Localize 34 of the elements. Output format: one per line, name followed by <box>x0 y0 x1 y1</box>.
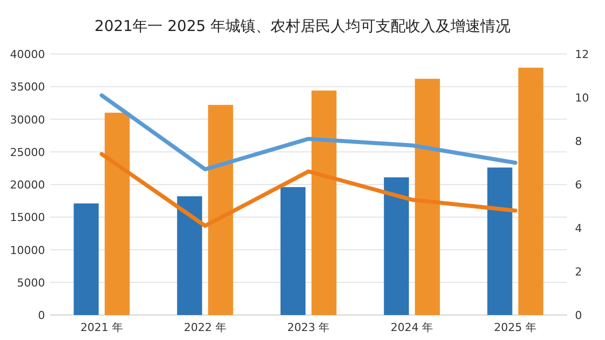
y-tick-label: 20000 <box>10 178 45 192</box>
y2-tick-label: 0 <box>575 309 582 322</box>
y2-tick-label: 8 <box>575 135 582 148</box>
y-tick-label: 25000 <box>10 146 45 159</box>
chart-title: 2021年一 2025 年城镇、农村居民人均可支配收入及增速情况 <box>94 17 510 35</box>
y2-tick-label: 10 <box>575 92 589 104</box>
bar <box>312 90 336 315</box>
y2-tick-label: 6 <box>575 178 582 192</box>
y-tick-label: 35000 <box>10 80 45 94</box>
x-tick-label: 2022 年 <box>184 321 226 334</box>
bar <box>280 187 306 315</box>
bar <box>208 104 234 315</box>
y2-tick-label: 12 <box>575 48 589 61</box>
bar <box>177 196 202 315</box>
x-tick-label: 2023 年 <box>287 321 330 334</box>
y-tick-label: 40000 <box>10 48 45 61</box>
y-tick-label: 10000 <box>10 244 45 257</box>
x-tick-label: 2024 年 <box>390 321 434 334</box>
bar <box>74 203 99 315</box>
line-series <box>100 152 518 228</box>
y2-tick-label: 4 <box>575 222 582 235</box>
x-tick-label: 2025 年 <box>494 321 537 334</box>
y2-tick-label: 2 <box>575 266 582 278</box>
x-tick-label: 2021 年 <box>80 321 123 334</box>
bar <box>518 68 544 315</box>
bar <box>414 78 440 315</box>
bar <box>487 168 512 315</box>
bar <box>384 177 409 315</box>
y-tick-label: 15000 <box>10 211 45 224</box>
line-series <box>100 93 518 172</box>
y-tick-label: 5000 <box>17 276 45 290</box>
y-tick-label: 0 <box>38 309 45 322</box>
bar <box>104 112 130 315</box>
y-tick-label: 30000 <box>10 113 45 126</box>
